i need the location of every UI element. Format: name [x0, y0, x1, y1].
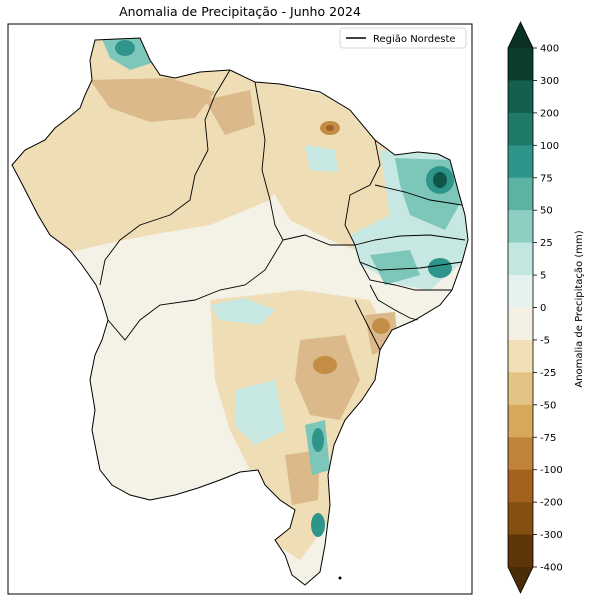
field-dry-mid-piaui [205, 90, 255, 135]
colorbar-band [508, 339, 533, 373]
field-wet-mid-pb [370, 250, 420, 285]
colorbar-tick-label: 5 [540, 271, 546, 282]
border-pe-al [359, 261, 452, 291]
colorbar-band [508, 404, 533, 438]
border-ce-rn-pb [344, 139, 466, 246]
field-dry-strong-se [372, 318, 390, 334]
colorbar-band [508, 177, 533, 211]
colorbar-label: Anomalia de Precipitação (mm) [574, 230, 585, 387]
border-pi-ce [254, 81, 284, 241]
field-wet-strong-south [311, 513, 325, 537]
field-dry-mid-bahia [295, 335, 360, 420]
border-pe-ba [282, 234, 463, 271]
island-dot [338, 576, 342, 580]
map-frame [7, 23, 473, 595]
colorbar-band [508, 48, 533, 81]
border-rn-pb [374, 184, 463, 206]
field-dry-extreme-ce [326, 125, 334, 131]
colorbar-band [508, 437, 533, 471]
colorbar-extend-top [508, 22, 533, 48]
colorbar-band [508, 275, 533, 308]
map-title: Anomalia de Precipitação - Junho 2024 [119, 4, 361, 19]
colorbar-tick-label: -300 [540, 530, 563, 541]
field-wet-strong-ba [312, 428, 324, 452]
colorbar-band [508, 242, 533, 276]
colorbar-band [508, 80, 533, 114]
legend-frame [339, 27, 467, 49]
border-ma-pi [99, 69, 231, 286]
field-dry-strong-ba [313, 356, 337, 374]
field-wet-strong-north [115, 40, 135, 56]
colorbar-band [508, 307, 533, 341]
field-wet-light-ce [305, 145, 338, 172]
colorbar-tick-label: 50 [540, 206, 553, 217]
colorbar-tick-label: -25 [540, 368, 556, 379]
colorbar-band [508, 145, 533, 179]
colorbar-tick-label: -200 [540, 498, 563, 509]
colorbar-tick-label: 100 [540, 141, 559, 152]
colorbar-band [508, 372, 533, 406]
colorbar-tick-label: -50 [540, 400, 556, 411]
colorbar-band [508, 534, 533, 568]
colorbar-extend-bottom [508, 567, 533, 593]
colorbar-tick-label: 300 [540, 76, 559, 87]
colorbar-tick-label: -400 [540, 563, 563, 574]
colorbar: 40030020010075502550-5-25-50-75-100-200-… [507, 21, 563, 594]
field-wet-extreme-rn [433, 172, 447, 188]
field-wet-light-center [210, 298, 275, 325]
legend-label: Região Nordeste [373, 34, 456, 45]
colorbar-band [508, 469, 533, 503]
colorbar-tick-label: -5 [540, 335, 550, 346]
colorbar-band [508, 112, 533, 146]
field-dry-mid-maranhao [90, 78, 215, 122]
colorbar-tick-label: -75 [540, 433, 556, 444]
legend-box: Região Nordeste [339, 27, 467, 49]
colorbar-band [508, 210, 533, 244]
colorbar-tick-label: 400 [540, 44, 559, 55]
field-wet-strong-pe [428, 258, 452, 278]
border-pi-ba [107, 239, 284, 341]
colorbar-tick-label: -100 [540, 465, 563, 476]
colorbar-tick-label: 200 [540, 108, 559, 119]
border-al-se [369, 284, 419, 321]
border-se-ba [354, 299, 381, 351]
colorbar-tick-label: 0 [540, 303, 546, 314]
state-borders [99, 69, 466, 351]
colorbar-tick-label: 75 [540, 173, 553, 184]
map-panel: Região Nordeste [7, 23, 473, 595]
colorbar-tick-label: 25 [540, 238, 553, 249]
field-wet-light-ba [235, 380, 285, 445]
colorbar-band [508, 502, 533, 536]
